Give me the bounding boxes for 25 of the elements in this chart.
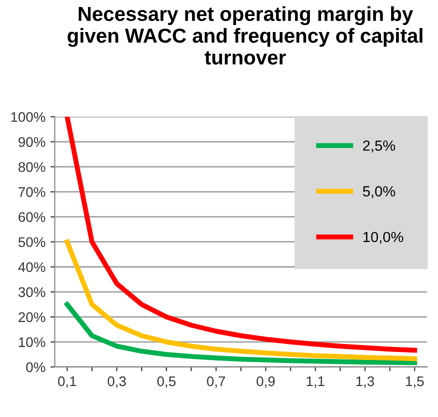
x-tick-label: 0,5 — [157, 376, 176, 388]
x-tick-label: 1,5 — [406, 376, 424, 388]
y-tick-label: 20% — [18, 312, 46, 322]
line-series — [64, 116, 418, 353]
chart-title: Necessary net operating margin by given WACC and frequency of capital turnover — [68, 6, 422, 65]
y-tick-label: 10% — [18, 337, 46, 348]
y-tick-label: 80% — [18, 162, 46, 172]
x-tick-label: 1,3 — [356, 376, 374, 388]
y-tick-label: 70% — [18, 187, 46, 197]
x-tick-label: 1,1 — [306, 376, 324, 388]
x-tick-label: 0,7 — [206, 376, 226, 388]
y-tick-label: 40% — [18, 262, 46, 272]
legend-label: 10,0% — [363, 232, 404, 244]
legend-label: 5,0% — [362, 186, 396, 198]
y-tick-label: 90% — [18, 137, 46, 147]
y-tick-label: 60% — [18, 212, 46, 222]
y-tick-label: 30% — [18, 287, 46, 298]
x-tick-label: 0,1 — [58, 376, 76, 388]
y-tick-label: 0% — [26, 362, 46, 372]
y-tick-label: 50% — [18, 237, 46, 248]
x-tick-label: 0,3 — [108, 376, 126, 388]
line-series — [64, 302, 418, 366]
y-tick-label: 100% — [11, 112, 46, 122]
legend-label: 2,5% — [363, 140, 396, 153]
x-tick-label: 0,9 — [256, 376, 275, 388]
